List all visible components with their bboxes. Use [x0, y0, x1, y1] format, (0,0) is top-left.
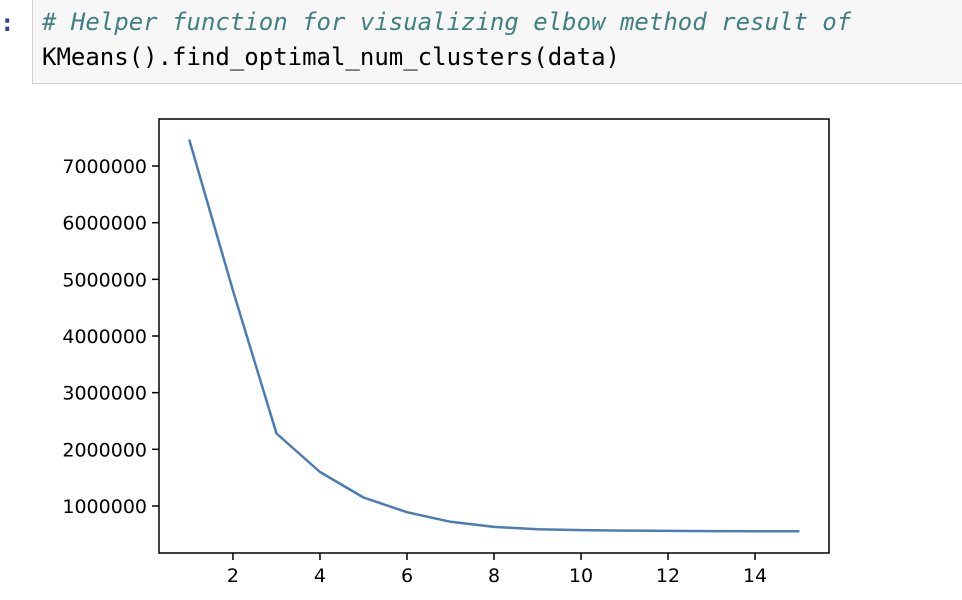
y-tick-label: 6000000 [62, 213, 147, 235]
cell-output-area: 1000000 2000000 3000000 4000000 5000000 60000… [0, 84, 962, 600]
x-tick-label: 12 [656, 565, 680, 587]
x-tick-label: 4 [314, 565, 326, 587]
y-tick-label: 3000000 [62, 383, 147, 405]
y-axis-ticks: 1000000 2000000 3000000 4000000 5000000 60000… [62, 156, 159, 518]
code-comment-line: # Helper function for visualizing elbow … [42, 8, 852, 36]
x-axis-ticks: 2 4 6 8 10 12 14 [227, 553, 767, 587]
series-line [188, 139, 800, 533]
y-tick-label: 2000000 [62, 439, 147, 461]
x-tick-label: 6 [401, 565, 413, 587]
x-tick-label: 14 [743, 565, 767, 587]
cell-prompt: : [0, 9, 15, 37]
code-call-line: KMeans().find_optimal_num_clusters(data) [42, 43, 620, 71]
y-tick-label: 7000000 [62, 156, 147, 178]
x-tick-label: 10 [569, 565, 593, 587]
x-tick-label: 2 [227, 565, 239, 587]
plot-frame [158, 118, 830, 554]
y-tick-label: 5000000 [62, 269, 147, 291]
code-input-area[interactable]: # Helper function for visualizing elbow … [32, 0, 962, 84]
elbow-line-chart: 1000000 2000000 3000000 4000000 5000000 60000… [62, 118, 830, 587]
x-tick-label: 8 [488, 565, 500, 587]
y-tick-label: 1000000 [62, 496, 147, 518]
y-tick-label: 4000000 [62, 326, 147, 348]
